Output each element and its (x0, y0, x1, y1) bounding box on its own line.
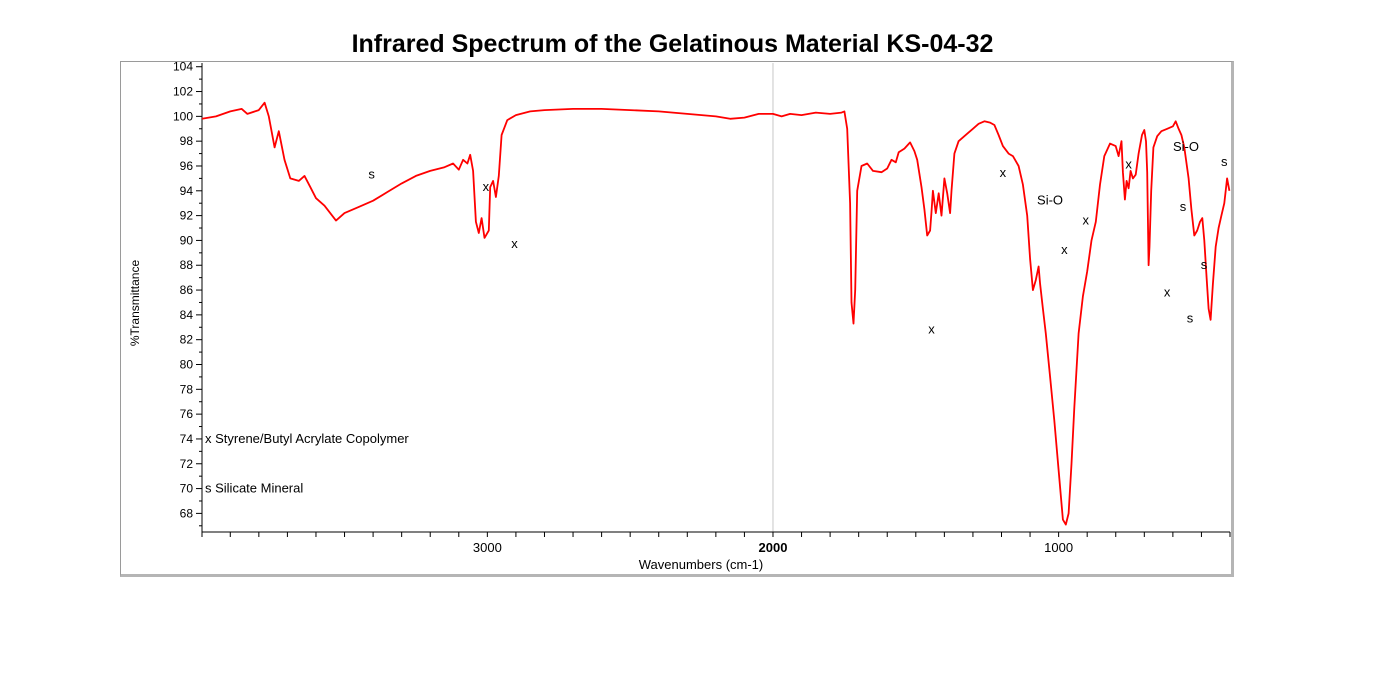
y-tick-label: 78 (180, 382, 194, 396)
y-tick-label: 98 (180, 134, 194, 148)
peak-annotation: x (1083, 212, 1090, 227)
y-tick-label: 102 (173, 85, 193, 99)
y-tick-label: 72 (180, 457, 194, 471)
peak-annotation: s (1180, 199, 1187, 214)
legend: x Styrene/Butyl Acrylate Copolymer s Sili… (205, 431, 409, 496)
spectrum-line (201, 101, 1231, 526)
x-tick-label: 3000 (473, 540, 502, 555)
chart-title: Infrared Spectrum of the Gelatinous Mate… (351, 30, 994, 58)
peak-annotation: x (511, 236, 518, 251)
y-tick-label: 84 (180, 308, 194, 322)
y-tick-label: 80 (180, 358, 194, 372)
peak-annotation: Si-O (1173, 139, 1199, 154)
x-tick-label: 1000 (1044, 540, 1073, 555)
x-tick-label: 2000 (759, 540, 788, 555)
peak-annotation: x (1164, 284, 1171, 299)
chart-frame (120, 61, 1234, 577)
y-tick-label: 86 (180, 283, 194, 297)
y-tick-label: 88 (180, 258, 194, 272)
axes: 104 102 100 98 96 94 92 90 88 86 84 82 80 78 76 74 72 70 6… (173, 60, 1231, 555)
spectrum-series (201, 101, 1231, 526)
y-axis-label: %Transmittance (128, 260, 142, 347)
legend-entry: s Silicate Mineral (205, 481, 303, 496)
y-tick-label: 74 (180, 432, 194, 446)
y-tick-label: 82 (180, 333, 194, 347)
y-tick-label: 76 (180, 407, 194, 421)
y-tick-label: 68 (180, 506, 194, 520)
legend-entry: x Styrene/Butyl Acrylate Copolymer (205, 431, 409, 446)
peak-annotation: x (1061, 242, 1068, 257)
y-tick-label: 104 (173, 60, 193, 74)
y-tick-label: 94 (180, 184, 194, 198)
peak-annotation: s (368, 166, 375, 181)
peak-annotation: x (928, 321, 935, 336)
y-tick-label: 96 (180, 159, 194, 173)
y-tick-label: 90 (180, 233, 194, 247)
y-tick-label: 92 (180, 209, 194, 223)
peak-annotation: Si-O (1037, 192, 1063, 207)
y-tick-label: 100 (173, 109, 193, 123)
peak-annotation: s (1187, 310, 1194, 325)
x-axis-label: Wavenumbers (cm-1) (639, 557, 763, 572)
y-tick-label: 70 (180, 482, 194, 496)
peak-annotation: x (1125, 156, 1132, 171)
peak-annotation: x (1000, 165, 1007, 180)
peak-annotation: s (1201, 257, 1208, 272)
peak-annotation: s (1221, 154, 1228, 169)
peak-annotation: x (483, 179, 490, 194)
